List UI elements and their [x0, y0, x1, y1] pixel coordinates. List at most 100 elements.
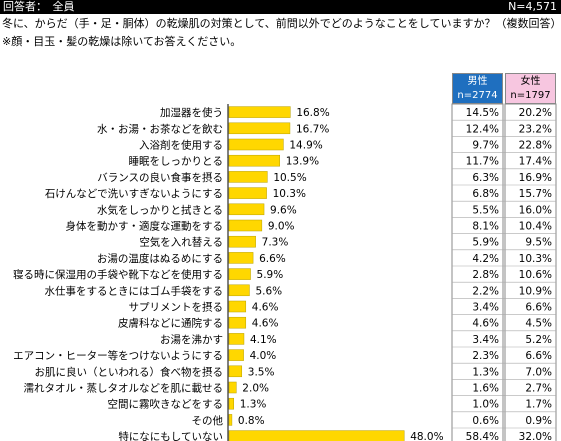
male-value: 4.2%	[472, 253, 499, 265]
bar-value-label: 6.6%	[259, 253, 286, 265]
bar-value-label: 4.0%	[250, 350, 277, 362]
bar	[228, 349, 244, 361]
category-label: サプリメントを摂る	[129, 301, 224, 314]
male-value: 6.3%	[472, 172, 499, 184]
female-value: 17.4%	[519, 156, 552, 168]
female-value: 20.2%	[519, 107, 552, 119]
bar-value-label: 16.8%	[296, 107, 329, 119]
female-column-header: 女性 n=1797	[505, 73, 556, 104]
male-column	[451, 103, 504, 441]
male-label: 男性	[467, 76, 488, 87]
category-label: バランスの良い食事を摂る	[97, 171, 223, 184]
female-column	[504, 103, 557, 441]
bar-value-label: 2.0%	[242, 383, 269, 395]
male-value: 3.4%	[472, 334, 499, 346]
bar	[228, 365, 243, 378]
bar	[228, 381, 237, 394]
male-value: 2.2%	[472, 285, 499, 297]
female-value: 6.6%	[525, 302, 552, 314]
category-label: お湯の温度はぬるめにする	[97, 252, 223, 265]
category-label: 水・お湯・お茶などを飲む	[97, 122, 223, 135]
male-value: 14.5%	[466, 107, 499, 119]
bar	[228, 333, 245, 345]
bar	[228, 268, 251, 280]
category-label: 空気を入れ替える	[139, 236, 223, 249]
male-count: n=2774	[457, 90, 498, 101]
category-label: 水仕事をするときにはゴム手袋をする	[45, 284, 224, 297]
bar-value-label: 16.7%	[296, 123, 329, 135]
category-label: 加湿器を使う	[160, 106, 223, 119]
male-value: 0.6%	[472, 415, 499, 427]
female-value: 9.5%	[525, 237, 552, 249]
bar	[228, 252, 254, 264]
bar-value-label: 4.6%	[252, 302, 279, 314]
bar-value-label: 7.3%	[262, 237, 289, 249]
category-label: 水気をしっかりと拭きとる	[97, 203, 223, 216]
sample-size: N=4,571	[508, 0, 557, 13]
bar	[228, 187, 267, 199]
bar-value-label: 4.1%	[250, 334, 277, 346]
top-bar: 回答者： 全員 N=4,571	[0, 0, 561, 14]
category-label: エアコン・ヒーター等をつけないようにする	[13, 349, 223, 362]
bar	[228, 106, 291, 118]
male-value: 6.8%	[472, 188, 499, 200]
male-value: 5.9%	[472, 237, 499, 249]
female-value: 15.7%	[519, 188, 552, 200]
bar-value-label: 3.5%	[248, 366, 275, 378]
male-value: 12.4%	[466, 123, 499, 135]
bar	[228, 171, 268, 183]
category-label: 空間に霧吹きなどをする	[108, 398, 224, 411]
female-value: 10.4%	[519, 221, 552, 233]
bar	[228, 284, 250, 297]
female-label: 女性	[520, 76, 541, 87]
female-value: 10.9%	[519, 285, 552, 297]
bar	[228, 138, 284, 151]
category-label: その他	[192, 414, 224, 427]
bar-value-label: 0.8%	[238, 415, 265, 427]
male-value: 9.7%	[472, 140, 499, 152]
bar	[228, 300, 247, 313]
male-value: 2.3%	[472, 350, 499, 362]
male-value: 4.6%	[472, 318, 499, 330]
note-text: ※顔・目玉・髪の乾燥は除いてお答えください。	[2, 35, 242, 48]
female-value: 6.6%	[525, 350, 552, 362]
category-label: お肌に良い（といわれる）食べ物を摂る	[35, 365, 223, 378]
male-column-header: 男性 n=2774	[452, 73, 503, 104]
female-value: 5.2%	[525, 334, 552, 346]
female-value: 16.0%	[519, 204, 552, 216]
respondents-label: 回答者： 全員	[3, 0, 75, 13]
bar-value-label: 10.3%	[273, 188, 306, 200]
category-label: 皮膚科などに通院する	[118, 317, 223, 330]
female-value: 2.7%	[525, 383, 552, 395]
bar-value-label: 9.0%	[268, 221, 295, 233]
male-value: 8.1%	[472, 221, 499, 233]
female-count: n=1797	[510, 90, 551, 101]
female-value: 32.0%	[519, 431, 552, 441]
bar	[228, 414, 233, 426]
male-value: 5.5%	[472, 204, 499, 216]
bar	[228, 154, 280, 167]
female-value: 0.9%	[525, 415, 552, 427]
question-text: 冬に、からだ（手・足・胴体）の乾燥肌の対策として、前問以外でどのようなことをして…	[2, 17, 561, 30]
bar-value-label: 1.3%	[240, 399, 267, 411]
bar-value-label: 9.6%	[270, 204, 297, 216]
bar-value-label: 5.6%	[255, 285, 282, 297]
category-label: 身体を動かす・適度な運動をする	[66, 220, 224, 233]
category-label: 入浴剤を使用する	[139, 139, 223, 152]
category-label: 濡れタオル・蒸しタオルなどを肌に載せる	[24, 383, 224, 395]
female-value: 10.3%	[519, 253, 552, 265]
female-value: 22.8%	[519, 140, 552, 152]
female-value: 10.6%	[519, 269, 552, 281]
bar-value-label: 4.6%	[252, 318, 279, 330]
male-value: 2.8%	[472, 269, 499, 281]
bar-value-label: 48.0%	[410, 431, 443, 441]
male-value: 58.4%	[466, 431, 499, 441]
category-label: 石けんなどで洗いすぎないようにする	[45, 187, 223, 200]
bar	[228, 219, 263, 232]
bar	[228, 316, 247, 329]
female-value: 7.0%	[525, 366, 552, 378]
bar	[228, 397, 234, 410]
female-value: 4.5%	[525, 318, 552, 330]
category-label: 寝る時に保湿用の手袋や靴下などを使用する	[13, 268, 223, 281]
